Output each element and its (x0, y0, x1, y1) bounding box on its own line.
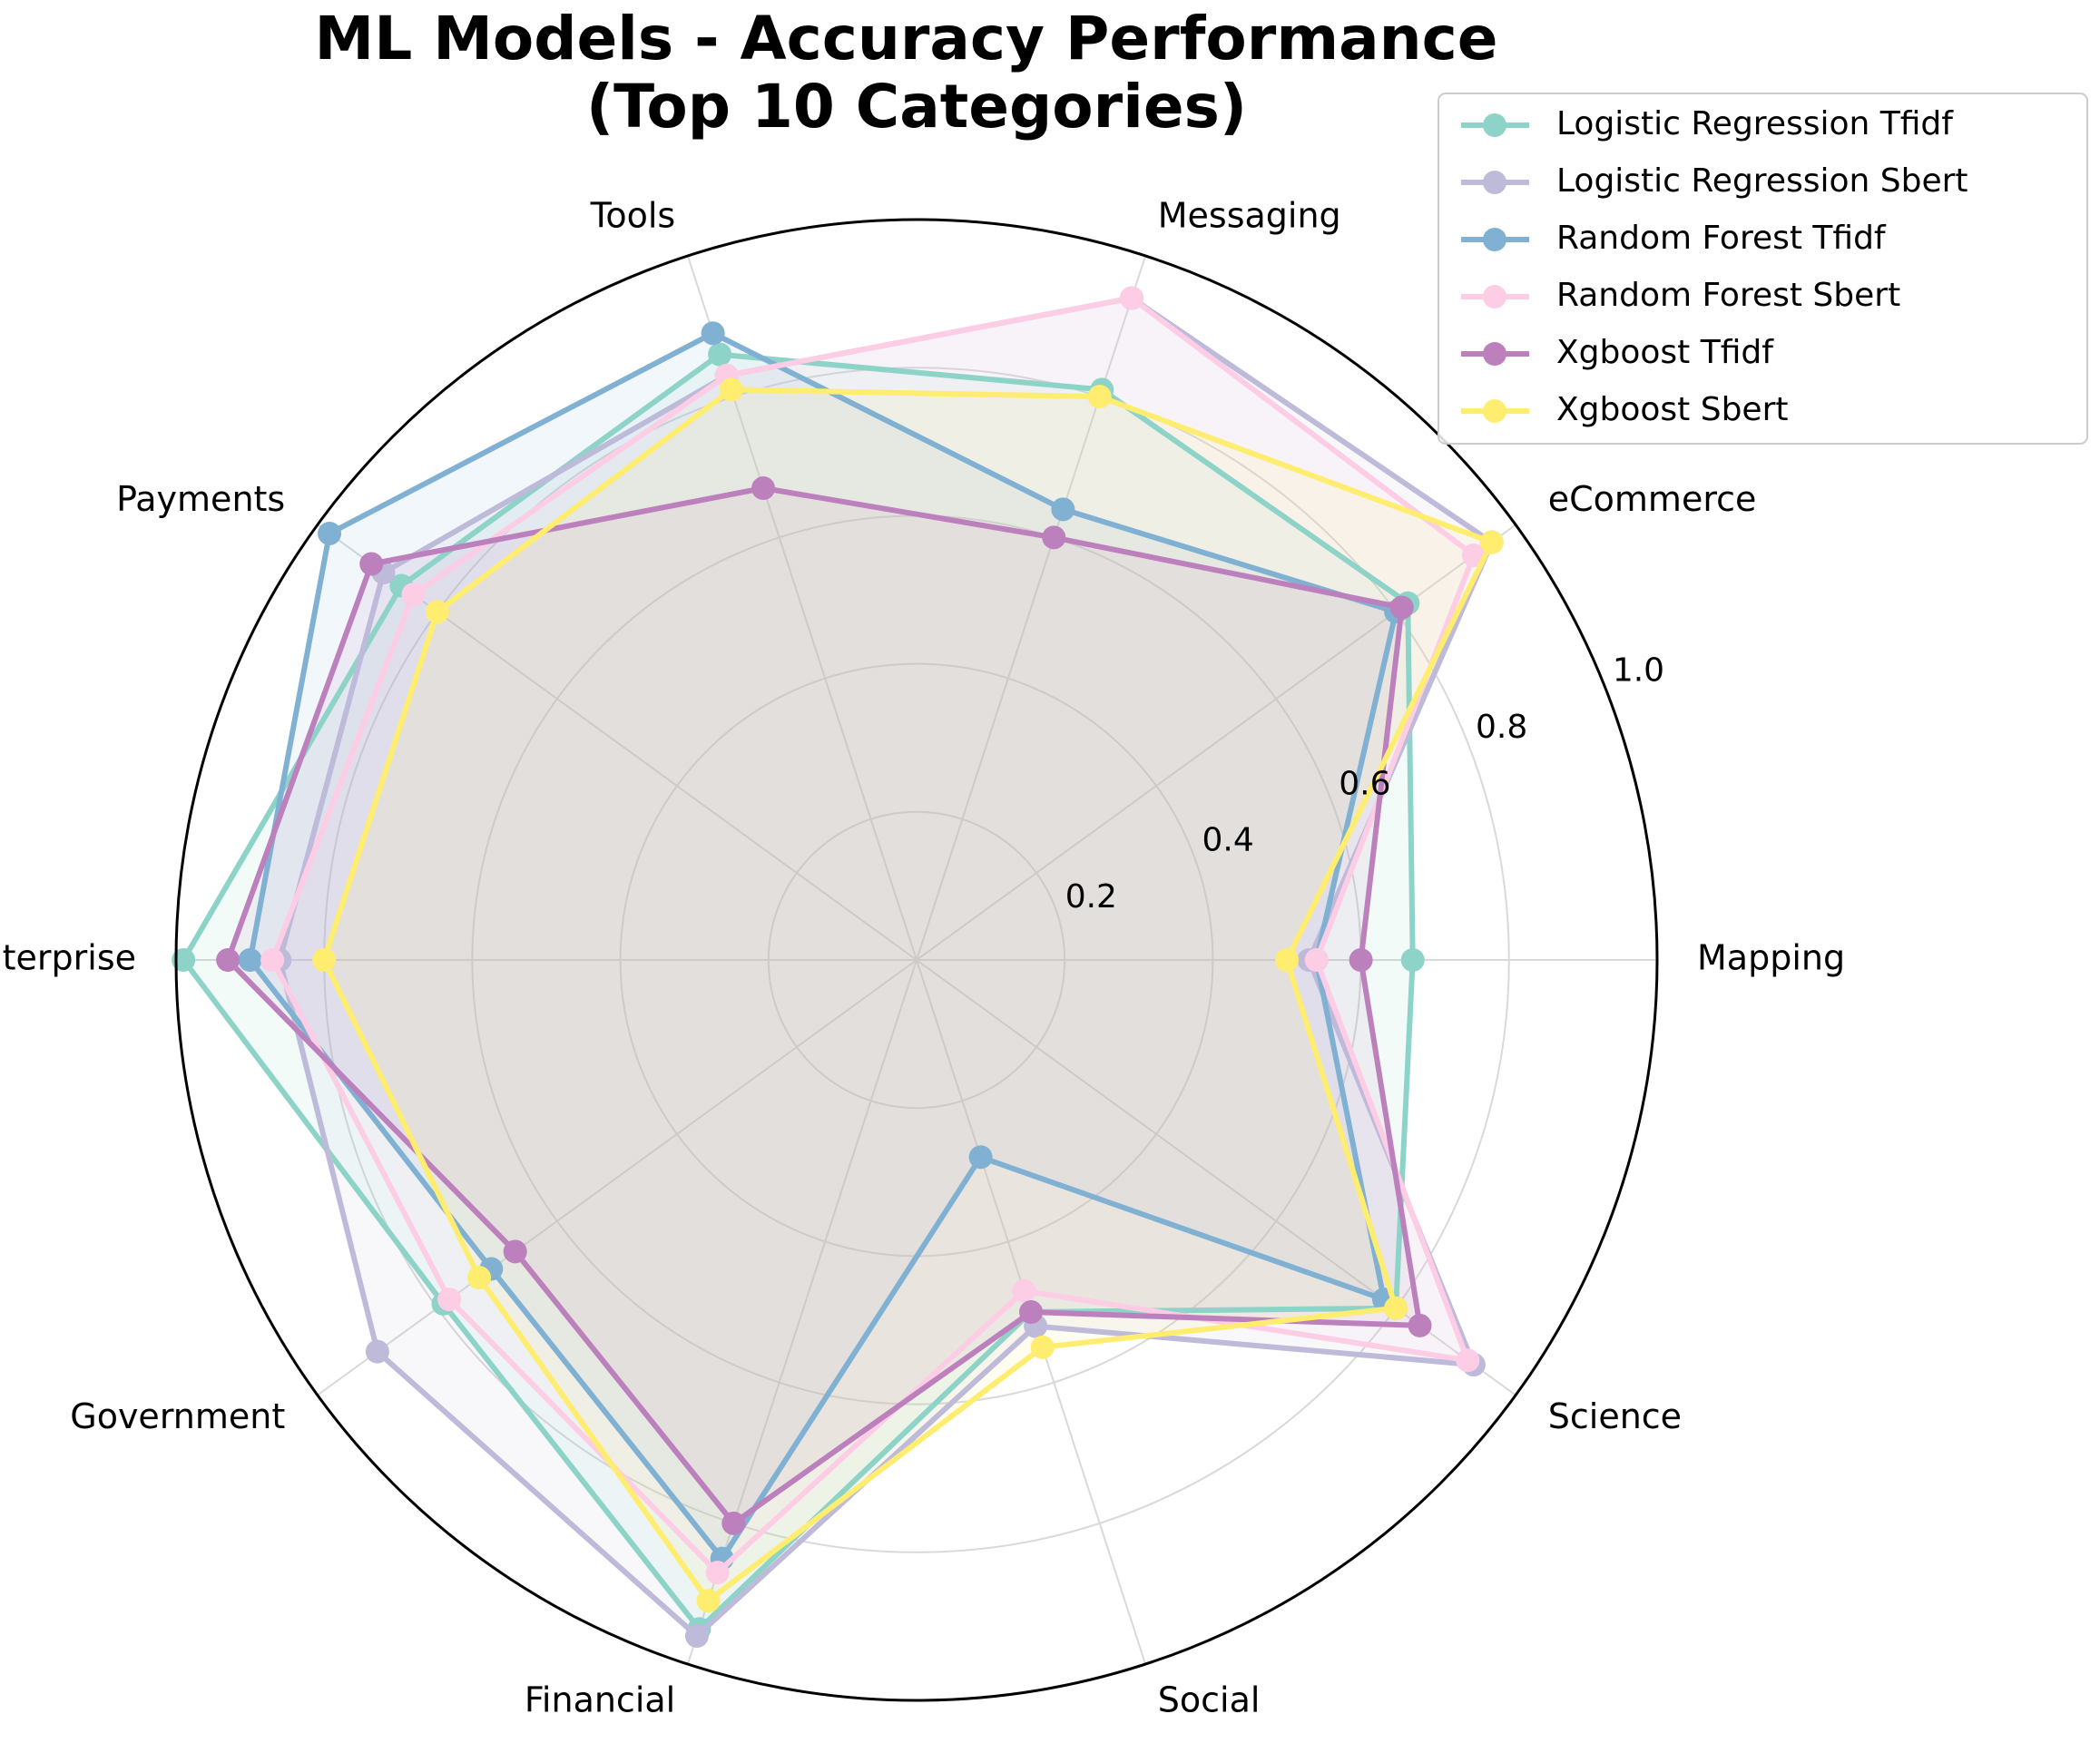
legend: Logistic Regression Tfidf Logistic Regres… (1438, 93, 2088, 445)
legend-label-random-forest-tfidf: Random Forest Tfidf (1556, 220, 1887, 257)
grid-spoke (686, 959, 918, 1665)
legend-label-xgboost-sbert: Xgboost Sbert (1556, 391, 1789, 428)
legend-marker-logistic-regression-sbert (1483, 171, 1506, 194)
radial-tick-labels: 0.2 0.4 0.6 0.8 1.0 (1065, 651, 1664, 916)
radial-tick-label: 0.8 (1476, 709, 1527, 746)
legend-marker-random-forest-tfidf (1483, 228, 1506, 251)
series-point-random-forest-sbert (1120, 286, 1144, 310)
series-point-random-forest-sbert (260, 948, 285, 972)
series-point-random-forest-tfidf (318, 521, 342, 545)
series-point-xgboost-sbert (425, 600, 449, 624)
series-area-random-forest-tfidf (250, 333, 1397, 1559)
category-label-financial: Financial (525, 1680, 675, 1719)
series-point-random-forest-sbert (1456, 1348, 1480, 1373)
legend-marker-xgboost-tfidf (1483, 342, 1506, 366)
series-area-logistic-regression-sbert (280, 298, 1492, 1636)
series-point-xgboost-sbert (467, 1266, 492, 1290)
chart-title-line-2: (Top 10 Categories) (586, 72, 1247, 142)
legend-label-xgboost-tfidf: Xgboost Tfidf (1556, 334, 1774, 371)
legend-marker-xgboost-sbert (1483, 399, 1506, 423)
grid-spoke (317, 959, 918, 1396)
series-point-logistic-regression-tfidf (1400, 948, 1425, 972)
legend-label-logistic-regression-tfidf: Logistic Regression Tfidf (1556, 105, 1954, 142)
category-label-tools: Tools (590, 196, 676, 236)
category-label-enterprise: Enterprise (0, 938, 136, 978)
category-label-mapping: Mapping (1697, 938, 1845, 978)
category-labels: Mapping eCommerce Messaging Tools Payments En… (0, 196, 1845, 1720)
chart-title: ML Models - Accuracy Performance (Top 10… (315, 4, 1519, 142)
grid-spoke (916, 255, 1147, 961)
series-area-xgboost-sbert (324, 389, 1492, 1601)
series-point-random-forest-tfidf (1051, 497, 1075, 522)
series-point-xgboost-sbert (1479, 530, 1504, 554)
series-point-xgboost-sbert (719, 377, 743, 402)
series-point-xgboost-tfidf (359, 552, 384, 576)
series-point-xgboost-sbert (696, 1589, 721, 1613)
series-point-xgboost-sbert (312, 948, 337, 972)
radial-tick-label: 1.0 (1613, 651, 1664, 689)
radial-tick-label: 0.4 (1202, 822, 1253, 859)
category-label-ecommerce: eCommerce (1548, 479, 1757, 519)
series-point-xgboost-tfidf (1389, 595, 1414, 620)
legend-marker-random-forest-sbert (1483, 285, 1506, 308)
series-point-logistic-regression-sbert (365, 1339, 389, 1364)
series-point-xgboost-tfidf (1019, 1300, 1044, 1325)
series-point-random-forest-tfidf (968, 1145, 993, 1170)
series-point-random-forest-tfidf (238, 948, 262, 972)
outer-frame (174, 218, 1659, 1702)
series-point-xgboost-tfidf (1349, 948, 1373, 972)
series-point-xgboost-tfidf (216, 948, 240, 972)
legend-box (1438, 93, 2088, 445)
category-label-government: Government (70, 1396, 285, 1436)
radial-tick-label: 0.6 (1339, 765, 1390, 802)
series-point-random-forest-sbert (1012, 1278, 1036, 1303)
series-point-xgboost-sbert (1384, 1296, 1408, 1320)
series-point-xgboost-sbert (1087, 385, 1112, 409)
series-layer (172, 218, 1659, 1702)
radial-tick-label: 0.2 (1065, 878, 1117, 916)
series-point-random-forest-sbert (401, 583, 426, 607)
series-point-logistic-regression-sbert (684, 1624, 709, 1649)
category-label-messaging: Messaging (1158, 196, 1341, 236)
series-point-random-forest-sbert (437, 1288, 462, 1312)
series-point-logistic-regression-tfidf (708, 342, 732, 367)
series-area-random-forest-sbert (272, 298, 1474, 1573)
series-point-xgboost-tfidf (1042, 525, 1066, 550)
legend-marker-logistic-regression-tfidf (1483, 113, 1506, 137)
series-point-random-forest-tfidf (701, 321, 725, 346)
category-label-payments: Payments (116, 479, 285, 519)
series-point-logistic-regression-tfidf (172, 948, 196, 972)
series-point-random-forest-sbert (1304, 948, 1329, 972)
series-point-xgboost-tfidf (503, 1239, 527, 1264)
series-point-xgboost-sbert (1275, 948, 1299, 972)
chart-title-line-1: ML Models - Accuracy Performance (315, 4, 1498, 73)
series-point-random-forest-sbert (705, 1561, 730, 1585)
category-label-science: Science (1548, 1396, 1682, 1436)
category-label-social: Social (1158, 1680, 1261, 1719)
series-point-xgboost-tfidf (721, 1511, 746, 1535)
legend-label-random-forest-sbert: Random Forest Sbert (1556, 277, 1900, 314)
series-point-xgboost-tfidf (1408, 1313, 1432, 1337)
legend-label-logistic-regression-sbert: Logistic Regression Sbert (1556, 162, 1968, 200)
series-point-xgboost-sbert (1030, 1335, 1055, 1359)
series-point-xgboost-tfidf (751, 476, 776, 501)
